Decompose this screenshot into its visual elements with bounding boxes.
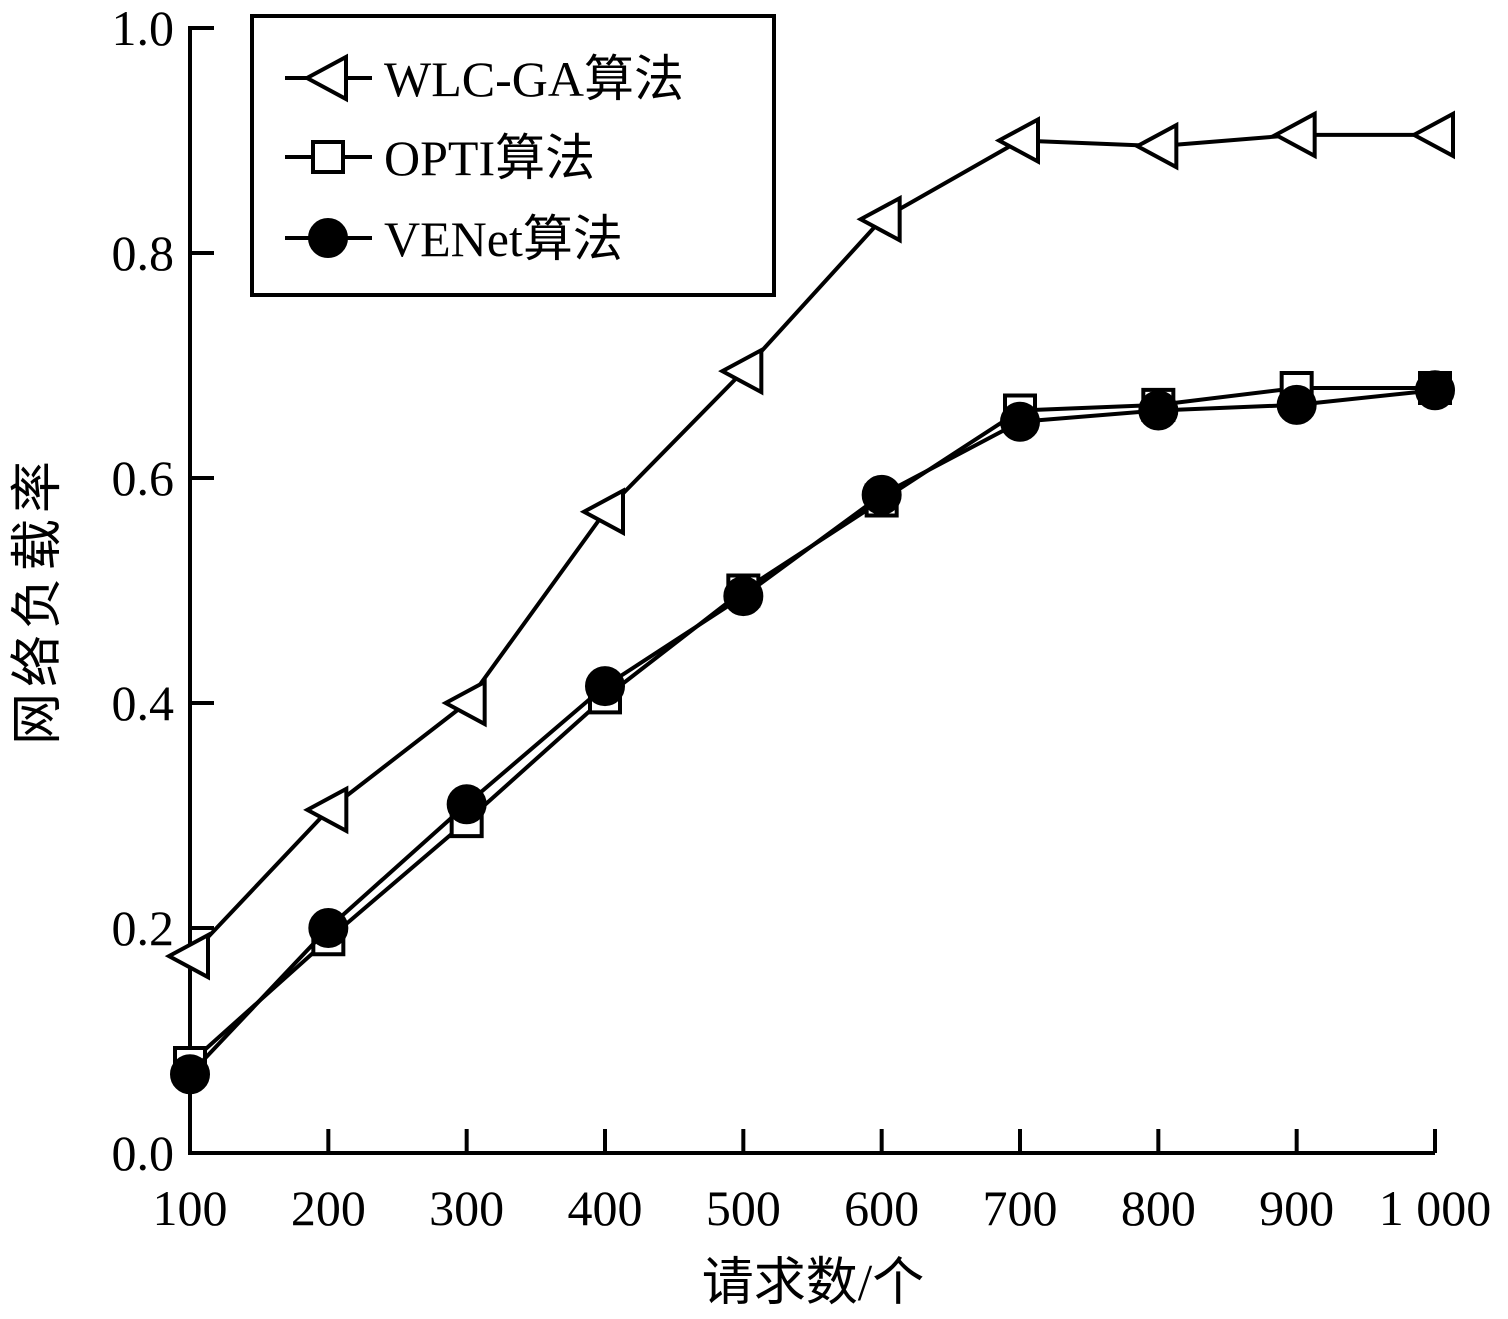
data-point-venet: [1276, 384, 1317, 425]
legend-label: WLC-GA算法: [384, 51, 684, 107]
data-point-wlc-ga: [994, 116, 1040, 165]
data-point-venet: [308, 908, 349, 948]
data-point-wlc-ga: [856, 194, 902, 244]
y-tick-label: 0.0: [112, 1125, 175, 1181]
legend-label: OPTI算法: [384, 130, 595, 186]
x-tick-label: 300: [429, 1180, 504, 1236]
legend-marker-wlc-ga: [302, 53, 348, 103]
data-point-venet: [1138, 390, 1179, 431]
data-point-wlc-ga: [1271, 110, 1317, 160]
y-tick-label: 0.8: [112, 225, 175, 281]
series-layer: [164, 110, 1455, 1095]
data-point-venet: [1000, 401, 1040, 442]
series-opti: [173, 371, 1452, 1080]
data-point-wlc-ga: [579, 487, 625, 537]
data-point-wlc-ga: [1409, 110, 1455, 160]
series-line-opti: [188, 386, 1435, 1065]
series-line-wlc-ga: [188, 132, 1435, 958]
data-point-venet: [446, 784, 487, 825]
legend-marker-venet: [308, 218, 348, 258]
y-tick-label: 0.4: [112, 675, 175, 731]
data-point-venet: [723, 576, 764, 617]
legend-label: VENet算法: [384, 211, 623, 267]
x-tick-label: 1 000: [1379, 1180, 1492, 1236]
data-point-venet: [585, 666, 625, 707]
data-point-venet: [861, 474, 902, 515]
series-wlc-ga: [164, 110, 1455, 981]
legend-item-venet: VENet算法: [285, 211, 623, 267]
legend-item-wlc-ga: WLC-GA算法: [285, 51, 684, 107]
x-tick-label: 500: [706, 1180, 781, 1236]
y-tick-label: 0.6: [112, 450, 175, 506]
legend: WLC-GA算法 OPTI算法 VENet算法: [250, 14, 776, 297]
x-tick-label: 200: [291, 1180, 366, 1236]
x-tick-label: 400: [568, 1180, 643, 1236]
x-tick-label: 600: [844, 1180, 919, 1236]
series-venet: [170, 370, 1455, 1095]
series-line-venet: [188, 388, 1436, 1076]
x-tick-label: 100: [153, 1180, 228, 1236]
x-tick-label: 800: [1121, 1180, 1196, 1236]
x-tick-label: 700: [983, 1180, 1058, 1236]
data-point-wlc-ga: [718, 346, 764, 396]
data-point-wlc-ga: [164, 931, 210, 981]
data-point-wlc-ga: [441, 678, 487, 728]
data-point-wlc-ga: [1133, 121, 1179, 171]
data-point-venet: [1415, 370, 1455, 411]
legend-marker-opti: [311, 140, 345, 174]
y-tick-label: 0.2: [112, 900, 175, 956]
data-point-venet: [170, 1054, 210, 1095]
x-tick-label: 900: [1259, 1180, 1334, 1236]
axes: 0.0 0.2 0.4 0.6 0.8 1.0 100 200 300 400 500 600 700 8…: [112, 0, 1492, 1236]
y-tick-label: 1.0: [112, 0, 175, 56]
x-axis-title: 请求数/个: [702, 1255, 924, 1312]
y-axis-title: 网络负载率: [10, 455, 67, 745]
data-point-wlc-ga: [303, 785, 349, 835]
legend-item-opti: OPTI算法: [285, 130, 595, 186]
